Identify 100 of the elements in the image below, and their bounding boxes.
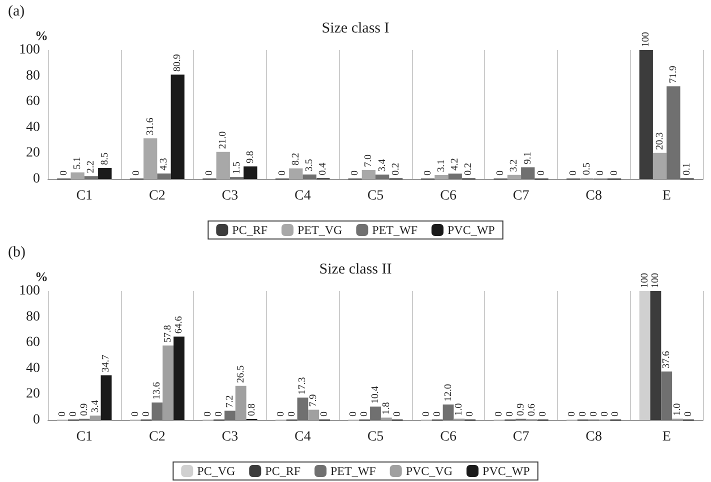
x-tick-label: C1 xyxy=(76,188,93,204)
data-label: 57.8 xyxy=(162,324,174,342)
legend-label: PC_RF xyxy=(232,223,268,237)
y-axis-title: % xyxy=(35,269,48,284)
bar xyxy=(666,86,680,179)
data-label: 17.3 xyxy=(297,377,308,395)
x-tick-label: E xyxy=(662,430,671,444)
x-tick-label: C7 xyxy=(512,430,530,444)
data-label: 21.0 xyxy=(218,131,229,149)
x-tick-label: C4 xyxy=(294,430,311,444)
data-label: 1.0 xyxy=(454,403,465,416)
data-label: 0 xyxy=(608,170,620,176)
data-label: 0 xyxy=(568,170,579,176)
x-tick-label: C5 xyxy=(367,188,384,204)
data-label: 0 xyxy=(420,412,432,416)
data-label: 0 xyxy=(214,412,225,416)
bar xyxy=(70,172,84,179)
data-label: 0.9 xyxy=(516,403,527,416)
bar xyxy=(650,291,662,420)
data-label: 0 xyxy=(588,412,600,416)
data-label: 0 xyxy=(610,412,622,416)
legend-label: PET_WF xyxy=(372,223,418,237)
chart-title: Size class I xyxy=(322,20,390,36)
data-label: 0 xyxy=(275,412,286,416)
y-tick-label: 0 xyxy=(33,412,40,428)
bar xyxy=(224,410,236,420)
y-tick-label: 100 xyxy=(19,42,40,58)
y-tick-label: 0 xyxy=(33,172,40,186)
data-label: 4.2 xyxy=(450,158,461,171)
data-label: 3.1 xyxy=(436,160,447,172)
x-tick-label: C3 xyxy=(222,430,238,444)
x-tick-label: C4 xyxy=(294,188,311,204)
data-label: 8.2 xyxy=(290,152,302,166)
bar xyxy=(362,170,376,179)
data-label: 0.5 xyxy=(582,162,593,176)
data-label: 0 xyxy=(348,412,360,416)
data-label: 100 xyxy=(650,273,662,288)
data-label: 0 xyxy=(204,170,215,176)
y-tick-label: 60 xyxy=(26,94,40,110)
x-tick-label: C6 xyxy=(440,430,456,444)
data-label: 100 xyxy=(639,273,650,288)
data-label: 0 xyxy=(202,412,214,416)
bar xyxy=(98,168,112,179)
data-label: 7.0 xyxy=(363,154,374,167)
data-label: 7.2 xyxy=(224,395,236,408)
data-label: 0 xyxy=(58,170,70,176)
bar xyxy=(100,375,112,420)
data-label: 1.5 xyxy=(231,162,242,174)
data-label: 0 xyxy=(682,412,694,416)
data-label: 4.3 xyxy=(158,158,170,170)
bar xyxy=(661,371,672,420)
bar xyxy=(152,402,163,420)
bar xyxy=(448,174,462,179)
data-label: 0.4 xyxy=(318,162,329,176)
bar xyxy=(370,406,381,420)
data-label: 0 xyxy=(68,412,79,416)
bar xyxy=(376,174,390,179)
y-tick-label: 40 xyxy=(26,360,40,376)
data-label: 0 xyxy=(599,412,610,416)
legend-label: PC_RF xyxy=(265,464,301,478)
data-label: 20.3 xyxy=(654,132,666,150)
bar xyxy=(157,173,171,179)
bar xyxy=(174,336,184,420)
data-label: 0.8 xyxy=(246,403,258,416)
bar xyxy=(639,50,653,179)
x-tick-label: C5 xyxy=(367,430,384,444)
data-label: 0 xyxy=(495,170,506,176)
x-tick-label: E xyxy=(662,188,671,204)
data-label: 64.6 xyxy=(174,316,184,334)
text: (a) xyxy=(8,4,25,20)
data-label: 0 xyxy=(276,170,288,176)
data-label: 34.7 xyxy=(100,354,112,372)
data-label: 100 xyxy=(640,32,652,47)
x-tick-label: C2 xyxy=(148,430,166,444)
bar xyxy=(302,174,316,179)
data-label: 2.2 xyxy=(86,160,97,174)
bar xyxy=(639,291,650,420)
x-tick-label: C2 xyxy=(148,188,166,204)
chart-title: Size class II xyxy=(319,262,392,278)
data-label: 0.2 xyxy=(390,162,402,176)
data-label: 0 xyxy=(57,412,68,416)
data-label: 3.2 xyxy=(508,159,520,172)
data-label: 71.9 xyxy=(668,66,679,84)
x-tick-label: C7 xyxy=(512,188,530,204)
data-label: 0 xyxy=(286,412,298,416)
data-label: 0.6 xyxy=(526,404,538,416)
bar xyxy=(521,167,535,179)
data-label: 7.9 xyxy=(308,394,320,407)
data-label: 3.4 xyxy=(376,159,388,172)
bar xyxy=(652,152,667,179)
data-label: 0 xyxy=(359,412,370,416)
legend-label: PC_VG xyxy=(197,464,236,478)
data-label: 9.1 xyxy=(522,152,534,164)
data-label: 0.9 xyxy=(78,403,90,416)
y-tick-label: 100 xyxy=(19,284,40,298)
data-label: 0 xyxy=(494,412,505,416)
data-label: 0.2 xyxy=(463,162,474,176)
data-label: 0 xyxy=(392,412,403,416)
data-label: 9.8 xyxy=(244,150,256,164)
data-label: 0 xyxy=(422,170,434,176)
